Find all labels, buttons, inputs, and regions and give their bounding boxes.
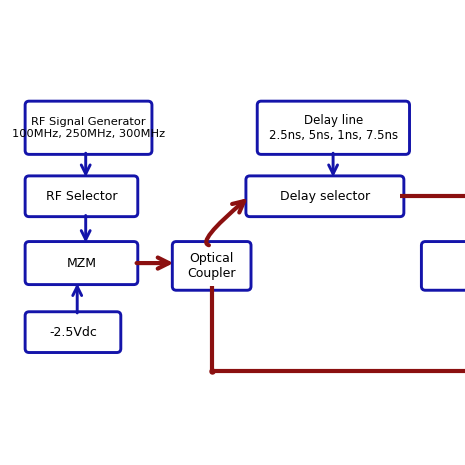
Text: Optical
Coupler: Optical Coupler [187, 252, 236, 280]
FancyBboxPatch shape [421, 241, 465, 290]
Text: RF Selector: RF Selector [46, 190, 117, 203]
FancyBboxPatch shape [173, 241, 251, 290]
Text: Delay selector: Delay selector [280, 190, 370, 203]
FancyBboxPatch shape [25, 312, 121, 352]
FancyArrowPatch shape [206, 201, 244, 245]
Text: RF Signal Generator
100MHz, 250MHz, 300MHz: RF Signal Generator 100MHz, 250MHz, 300M… [12, 117, 165, 139]
FancyBboxPatch shape [25, 176, 138, 217]
Text: MZM: MZM [66, 257, 96, 270]
FancyBboxPatch shape [25, 241, 138, 285]
Text: Delay line
2.5ns, 5ns, 1ns, 7.5ns: Delay line 2.5ns, 5ns, 1ns, 7.5ns [269, 114, 398, 142]
FancyBboxPatch shape [25, 101, 152, 154]
FancyBboxPatch shape [246, 176, 404, 217]
FancyBboxPatch shape [257, 101, 410, 154]
Text: -2.5Vdc: -2.5Vdc [49, 326, 97, 339]
